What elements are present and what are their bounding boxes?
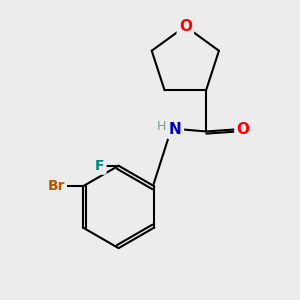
Text: H: H bbox=[156, 120, 166, 133]
Text: N: N bbox=[169, 122, 182, 137]
Text: Br: Br bbox=[47, 179, 65, 193]
Text: O: O bbox=[236, 122, 250, 137]
Text: F: F bbox=[95, 159, 104, 173]
Text: O: O bbox=[179, 19, 192, 34]
